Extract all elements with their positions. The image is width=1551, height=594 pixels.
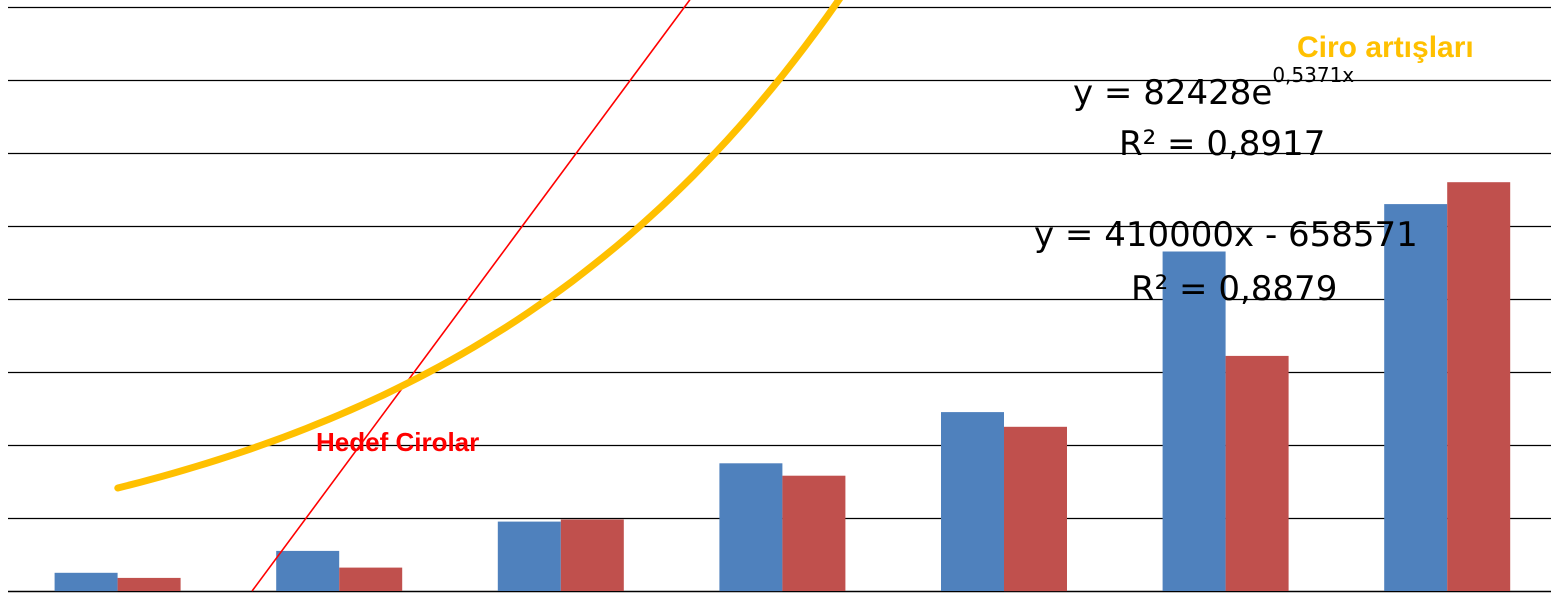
- exp-equation-exponent: 0,5371x: [1272, 63, 1354, 87]
- bar-series2-cat1: [117, 577, 181, 591]
- bar-series2-cat2: [339, 567, 403, 591]
- bar-series2-cat6: [1225, 355, 1289, 591]
- bar-series1-cat4: [719, 463, 783, 592]
- bar-series2-cat5: [1004, 426, 1067, 592]
- linear-r2: R² = 0,8879: [1131, 269, 1337, 309]
- bar-series1-cat2: [276, 550, 340, 591]
- bars: [54, 182, 1511, 592]
- bar-series2-cat4: [782, 475, 846, 591]
- hedef-cirolar-label: Hedef Cirolar: [316, 427, 479, 457]
- bar-series2-cat7: [1447, 182, 1511, 591]
- bar-series1-cat5: [941, 412, 1004, 591]
- exponential-trendline: [114, 0, 844, 492]
- linear-equation: y = 410000x - 658571: [1034, 215, 1418, 255]
- exp-equation-base: y = 82428e: [1073, 73, 1272, 113]
- ciro-artislari-label: Ciro artışları: [1297, 31, 1474, 64]
- trendlines: [114, 0, 844, 592]
- bar-series1-cat3: [497, 521, 561, 591]
- bar-series1-cat6: [1162, 251, 1226, 591]
- bar-series2-cat3: [560, 519, 624, 591]
- bar-series1-cat1: [54, 572, 118, 592]
- annotations: y = 82428e0,5371x R² = 0,8917 y = 410000…: [316, 31, 1474, 457]
- exp-equation: y = 82428e0,5371x: [1073, 63, 1354, 113]
- exp-r2: R² = 0,8917: [1119, 124, 1325, 164]
- bar-series1-cat7: [1384, 204, 1448, 591]
- linear-trendline: [251, 0, 691, 592]
